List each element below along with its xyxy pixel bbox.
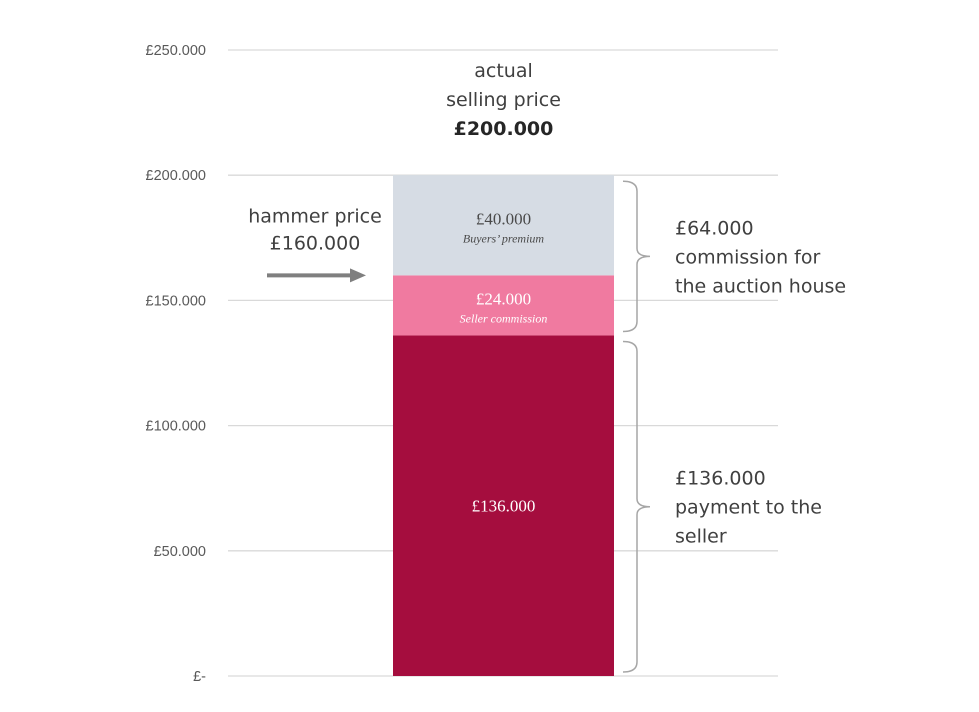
bar-segment <box>393 335 614 676</box>
bracket-annotation-line: the auction house <box>675 275 846 297</box>
bar-segment <box>393 175 614 276</box>
hammer-arrow-head <box>350 268 366 283</box>
hammer-annotation-line: £160.000 <box>270 232 361 254</box>
segment-sublabel: Seller commission <box>460 311 548 325</box>
segment-sublabel: Buyers’ premium <box>463 231 545 245</box>
segment-labels: £136.000 £24.000 Seller commission £40.000 B… <box>460 209 548 515</box>
y-tick-label: £- <box>193 669 206 685</box>
segment-value-label: £136.000 <box>472 497 536 516</box>
annotations: actual selling price £200.000 hammer price £… <box>248 60 846 673</box>
curly-bracket <box>622 180 651 333</box>
bracket-annotation-line: £136.000 <box>675 468 766 490</box>
bracket-annotation-line: payment to the <box>675 497 822 519</box>
y-tick-label: £150.000 <box>146 293 206 309</box>
y-tick-label: £50.000 <box>154 544 206 560</box>
top-annotation-line: actual <box>474 60 533 82</box>
bracket-annotation-line: commission for <box>675 246 820 268</box>
bracket-annotation-line: seller <box>675 526 727 548</box>
bar-segment <box>393 275 614 336</box>
hammer-annotation-line: hammer price <box>248 205 382 227</box>
top-annotation-line: selling price <box>446 89 561 111</box>
y-tick-label: £250.000 <box>146 43 206 59</box>
segment-value-label: £24.000 <box>476 289 531 308</box>
top-annotation-value: £200.000 <box>454 118 554 140</box>
curly-bracket <box>622 340 651 673</box>
stacked-bar <box>393 175 614 676</box>
y-tick-label: £200.000 <box>146 168 206 184</box>
y-tick-label: £100.000 <box>146 419 206 435</box>
segment-value-label: £40.000 <box>476 209 531 228</box>
y-axis-ticks: £- £50.000 £100.000 £150.000 £200.000 £250.00… <box>146 43 207 685</box>
bracket-annotation-line: £64.000 <box>675 217 754 239</box>
